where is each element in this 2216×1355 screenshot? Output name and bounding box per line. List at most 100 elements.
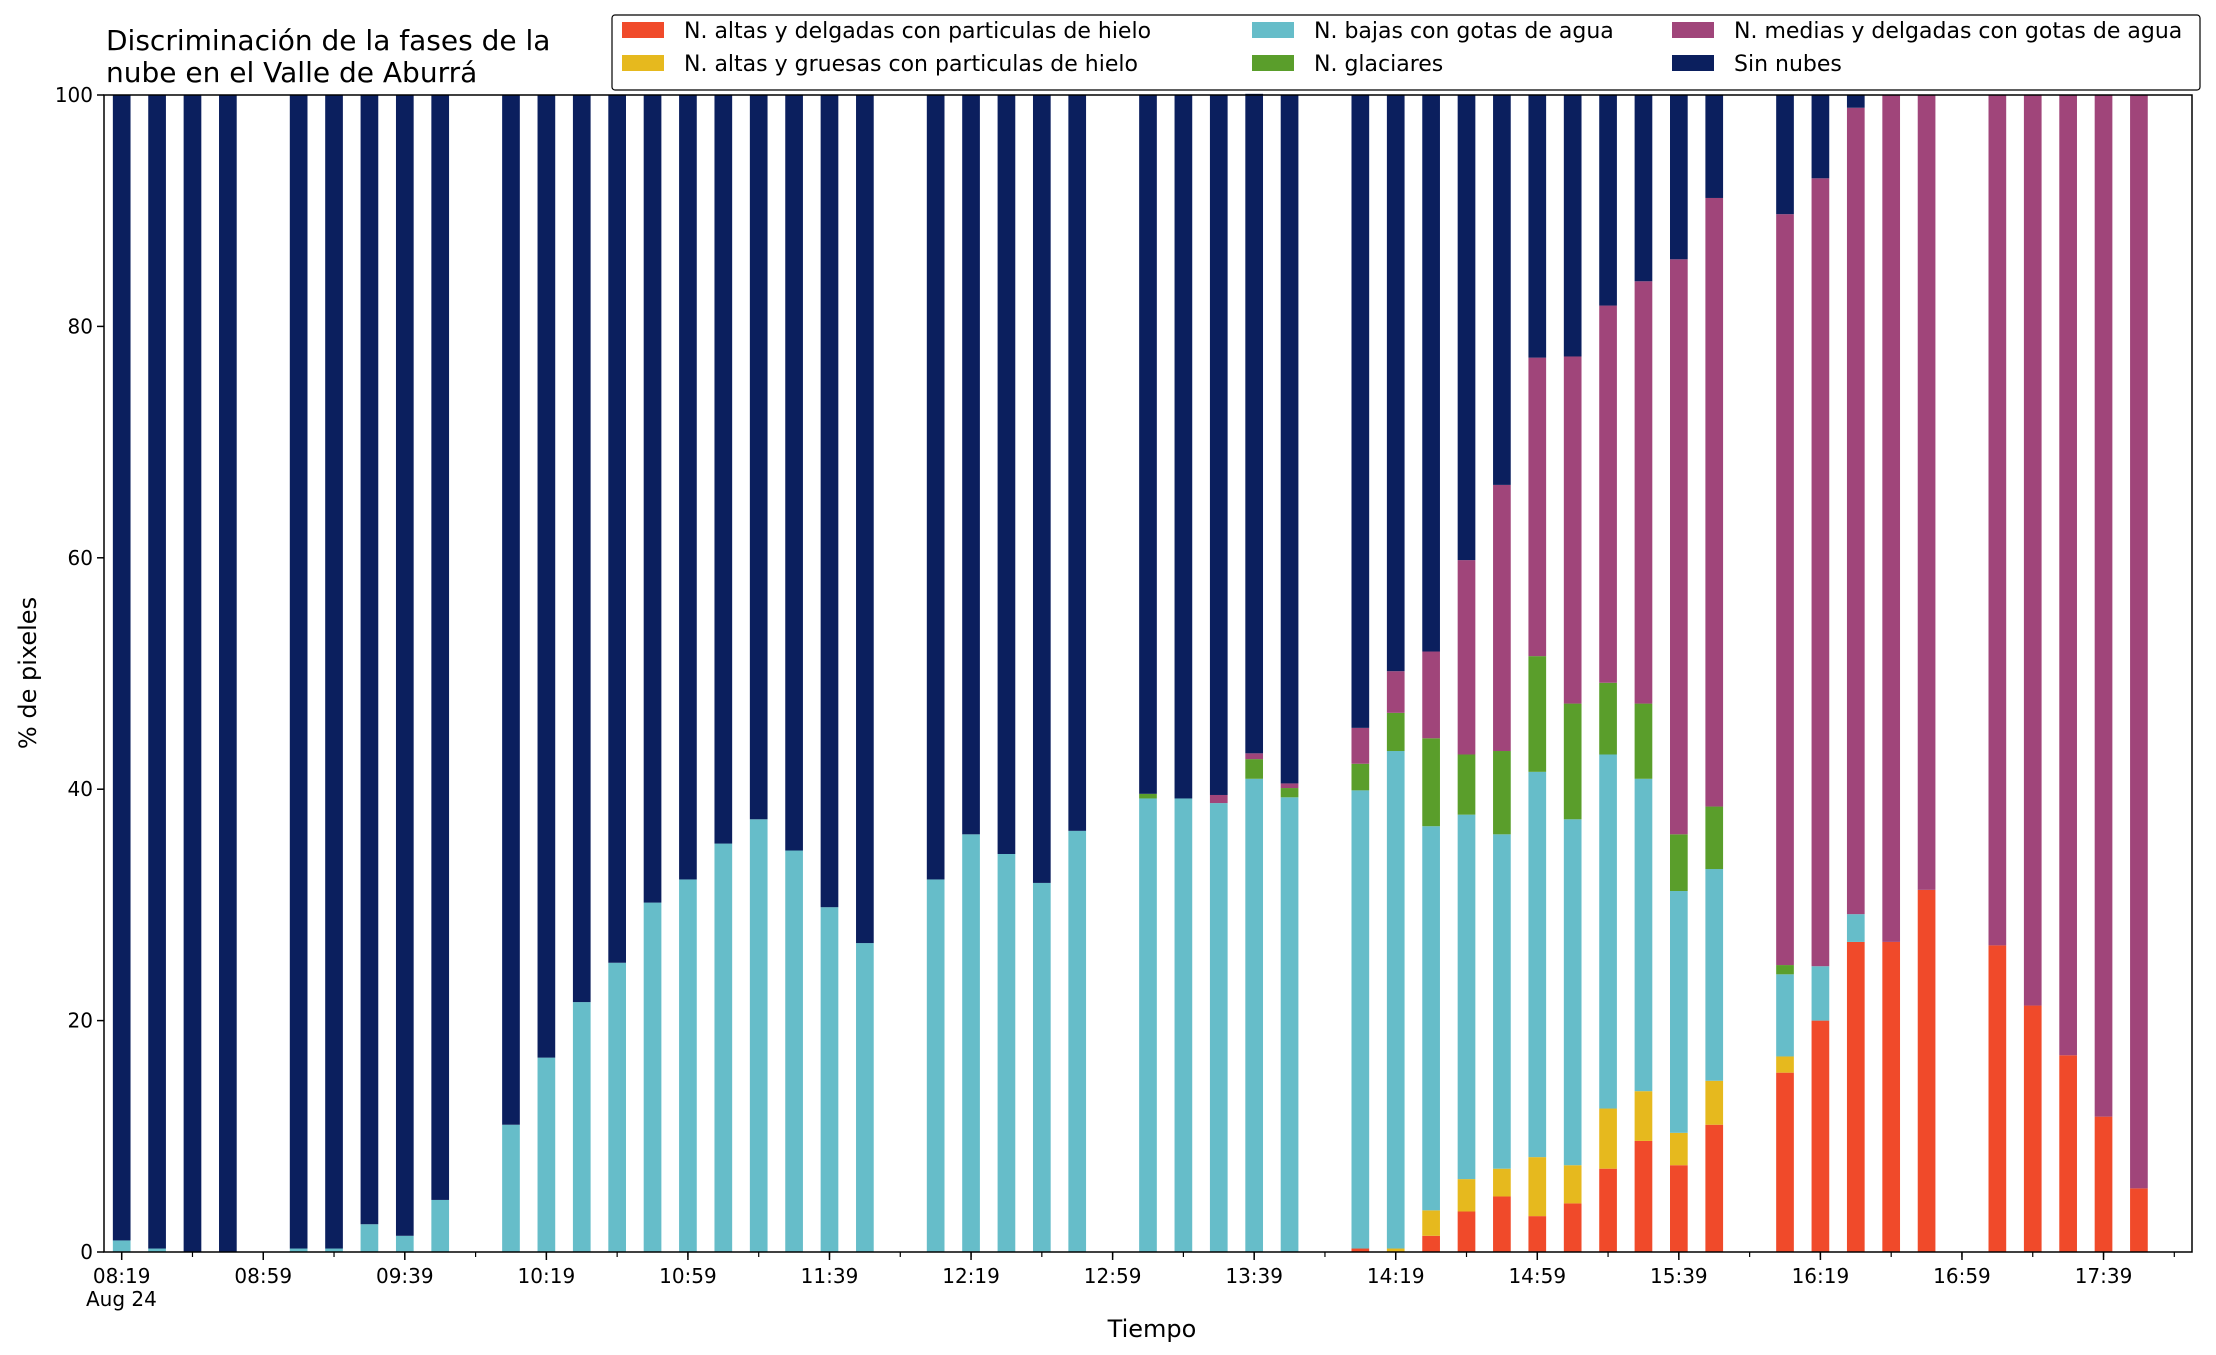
- bar-segment: [1634, 95, 1653, 282]
- bar-segment: [1068, 95, 1087, 831]
- legend-label: N. glaciares: [1314, 52, 1443, 77]
- bar-segment: [1599, 1168, 1617, 1252]
- bar-segment: [1705, 806, 1724, 870]
- bar-segment: [1599, 754, 1617, 1109]
- legend-swatch: [622, 22, 664, 38]
- bar-segment: [1528, 357, 1547, 657]
- x-axis-date-label: Aug 24: [86, 1287, 157, 1311]
- bar-segment: [1599, 1108, 1617, 1169]
- bar-segment: [1493, 95, 1511, 485]
- y-tick-label: 80: [68, 314, 93, 338]
- bar-segment: [1705, 95, 1724, 198]
- bar-segment: [148, 95, 166, 1249]
- chart-title-line-1: Discriminación de la fases de la: [106, 24, 550, 57]
- bar-segment: [219, 95, 237, 1252]
- bar-segment: [1811, 178, 1830, 967]
- x-tick-label: 14:19: [1367, 1264, 1425, 1288]
- bar-segment: [1846, 941, 1865, 1252]
- bar-segment: [2130, 1188, 2148, 1252]
- bar-segment: [1917, 889, 1936, 1252]
- bar-segment: [1528, 95, 1547, 358]
- bar-segment: [785, 95, 803, 851]
- bar-segment: [1245, 93, 1264, 754]
- bar-segment: [1811, 1020, 1830, 1252]
- bar-segment: [1245, 753, 1264, 760]
- bar-segment: [926, 879, 945, 1252]
- bar-segment: [2059, 95, 2077, 1056]
- bar-segment: [1457, 95, 1476, 561]
- bar-segment: [431, 95, 450, 1200]
- bar-segment: [537, 95, 556, 1058]
- x-tick-label: 14:59: [1508, 1264, 1566, 1288]
- bar-segment: [1351, 1248, 1370, 1252]
- bar-segment: [289, 95, 308, 1249]
- bar-segment: [926, 95, 945, 880]
- bar-segment: [2023, 95, 2042, 1006]
- bar-segment: [1493, 751, 1511, 835]
- bar-segment: [1457, 560, 1476, 755]
- bar-segment: [749, 95, 768, 820]
- bar-segment: [1139, 95, 1157, 794]
- bar-segment: [1032, 882, 1051, 1252]
- bar-segment: [1351, 95, 1370, 728]
- bar-segment: [1032, 95, 1051, 883]
- y-tick-label: 40: [68, 777, 93, 801]
- bar-segment: [1634, 778, 1653, 1092]
- legend-label: Sin nubes: [1734, 52, 1842, 77]
- x-tick-label: 09:39: [376, 1264, 434, 1288]
- bar-segment: [1351, 763, 1370, 791]
- x-tick-label: 08:19: [93, 1264, 151, 1288]
- bar-segment: [1493, 834, 1511, 1169]
- bar-segment: [679, 879, 697, 1252]
- bar-segment: [962, 834, 980, 1252]
- x-axis-label: Tiempo: [1107, 1315, 1197, 1343]
- bar-segment: [1422, 826, 1440, 1211]
- bar-segment: [1705, 1080, 1724, 1125]
- bar-segment: [572, 1002, 591, 1252]
- bar-segment: [1776, 1072, 1794, 1252]
- bar-segment: [2023, 1005, 2042, 1252]
- legend-label: N. bajas con gotas de agua: [1314, 19, 1614, 44]
- bar-segment: [1493, 1168, 1511, 1197]
- bar-segment: [1493, 484, 1511, 752]
- bar-segment: [1280, 783, 1299, 789]
- bar-segment: [431, 1199, 450, 1252]
- bar-segment: [325, 1248, 343, 1252]
- bar-segment: [1846, 95, 1865, 108]
- bar-segment: [1457, 814, 1476, 1180]
- bar-segment: [1599, 95, 1617, 306]
- bar-segment: [1209, 95, 1228, 795]
- bar-segment: [1386, 712, 1405, 752]
- bar-segment: [325, 95, 343, 1249]
- bar-segment: [1846, 107, 1865, 915]
- bar-segment: [289, 1248, 308, 1252]
- bar-segment: [785, 850, 803, 1252]
- bar-segment: [360, 95, 379, 1225]
- bar-segment: [643, 902, 662, 1252]
- bar-segment: [1988, 95, 2007, 946]
- bar-segment: [1422, 95, 1440, 652]
- bar-segment: [643, 95, 662, 903]
- bar-segment: [856, 943, 874, 1252]
- x-tick-label: 17:39: [2075, 1264, 2133, 1288]
- bar-segment: [1386, 1248, 1405, 1252]
- bar-segment: [1670, 891, 1688, 1133]
- y-axis-label: % de pixeles: [14, 597, 42, 749]
- x-tick-label: 10:19: [518, 1264, 576, 1288]
- bar-segment: [183, 95, 202, 1252]
- bar-segment: [1174, 798, 1193, 1252]
- bar-segment: [1493, 1196, 1511, 1252]
- bar-segment: [1422, 1210, 1440, 1236]
- bar-segment: [360, 1224, 379, 1252]
- bar-segment: [395, 95, 414, 1236]
- bar-segment: [1599, 682, 1617, 755]
- bar-segment: [502, 95, 520, 1125]
- bar-segment: [1705, 869, 1724, 1081]
- bar-segment: [1563, 1165, 1582, 1204]
- bar-segment: [1988, 945, 2007, 1252]
- bar-segment: [1634, 1140, 1653, 1252]
- plot-frame: [103, 94, 2193, 1253]
- legend-label: N. altas y gruesas con particulas de hie…: [684, 52, 1138, 77]
- x-tick-label: 08:59: [234, 1264, 292, 1288]
